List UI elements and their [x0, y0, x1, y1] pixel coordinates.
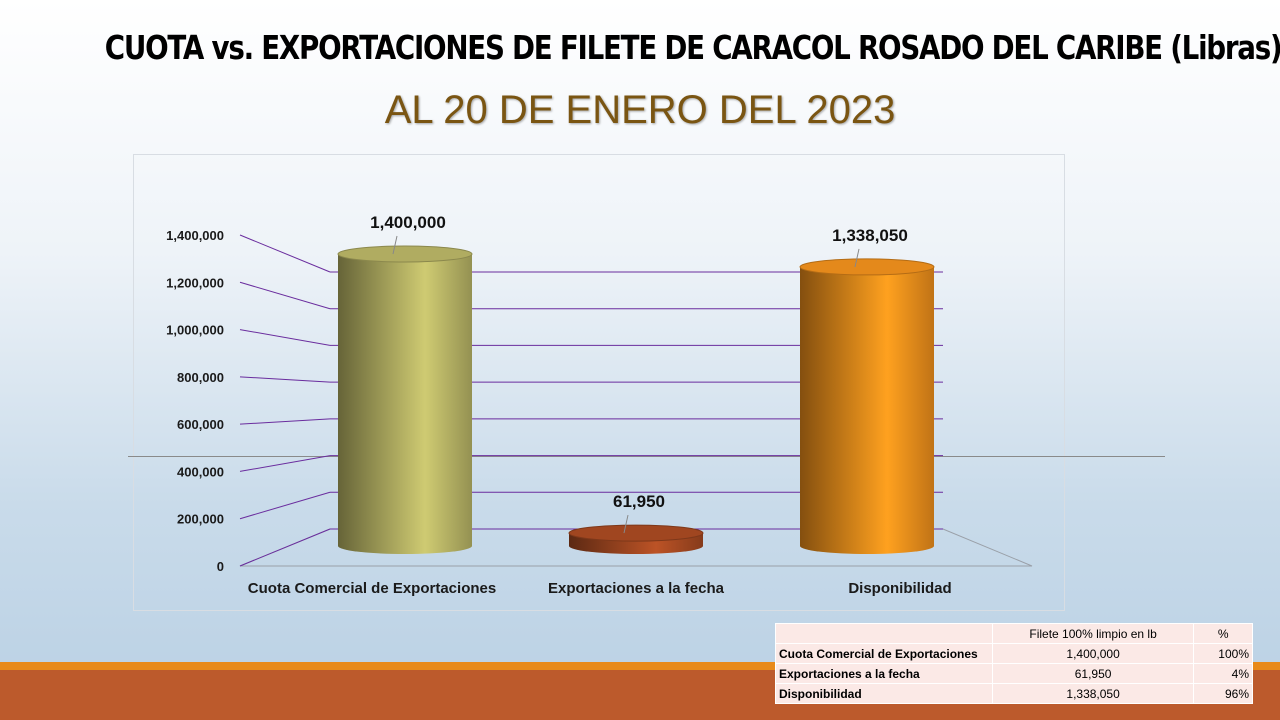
- y-tick-label: 1,000,000: [166, 323, 224, 338]
- x-tick-label: Disponibilidad: [848, 580, 951, 597]
- gridline-diagonal: [239, 234, 331, 273]
- table-row: Cuota Comercial de Exportaciones 1,400,0…: [775, 643, 1253, 664]
- data-label-leader: [623, 514, 629, 534]
- bar-top: [568, 524, 704, 542]
- gridline-diagonal: [239, 329, 331, 346]
- gridline-diagonal: [239, 455, 331, 472]
- bar: [338, 254, 472, 554]
- x-tick-label: Exportaciones a la fecha: [548, 580, 725, 597]
- table-header-cell: %: [1193, 623, 1253, 644]
- accent-band: [0, 662, 1280, 670]
- y-tick-label: 600,000: [177, 417, 224, 432]
- data-label: 1,400,000: [370, 213, 446, 232]
- bar-top: [337, 245, 473, 263]
- table-cell-label: Cuota Comercial de Exportaciones: [775, 643, 993, 664]
- table-header-cell: [775, 623, 993, 644]
- table-cell-value: 1,400,000: [991, 643, 1195, 664]
- data-label: 1,338,050: [832, 226, 908, 245]
- data-label: 61,950: [613, 492, 665, 511]
- summary-table: Filete 100% limpio en lb % Cuota Comerci…: [775, 623, 1253, 704]
- data-label-leader: [392, 235, 398, 255]
- table-cell-value: 61,950: [991, 663, 1195, 684]
- y-tick-label: 0: [217, 559, 224, 574]
- table-row: Disponibilidad 1,338,050 96%: [775, 683, 1253, 704]
- data-label-leader: [854, 248, 860, 268]
- y-tick-label: 1,200,000: [166, 275, 224, 290]
- gridline-diagonal: [239, 528, 331, 567]
- gridline-diagonal: [239, 281, 331, 310]
- y-tick-label: 1,400,000: [166, 228, 224, 243]
- table-header-cell: Filete 100% limpio en lb: [991, 623, 1195, 644]
- table-cell-percent: 96%: [1193, 683, 1253, 704]
- table-cell-label: Disponibilidad: [775, 683, 993, 704]
- y-tick-label: 400,000: [177, 464, 224, 479]
- table-cell-label: Exportaciones a la fecha: [775, 663, 993, 684]
- table-cell-percent: 100%: [1193, 643, 1253, 664]
- divider-line: [128, 456, 1165, 457]
- y-tick-label: 800,000: [177, 370, 224, 385]
- gridline-diagonal: [239, 418, 331, 425]
- gridline-diagonal: [239, 491, 331, 520]
- bar: [800, 266, 934, 554]
- table-cell-value: 1,338,050: [991, 683, 1195, 704]
- y-tick-label: 200,000: [177, 512, 224, 527]
- table-cell-percent: 4%: [1193, 663, 1253, 684]
- chart-area: [133, 154, 1065, 611]
- bar-top: [799, 258, 935, 276]
- table-header-row: Filete 100% limpio en lb %: [775, 623, 1253, 644]
- gridline-diagonal: [239, 376, 331, 383]
- page-subtitle: AL 20 DE ENERO DEL 2023: [384, 88, 896, 132]
- table-row: Exportaciones a la fecha 61,950 4%: [775, 663, 1253, 684]
- x-tick-label: Cuota Comercial de Exportaciones: [248, 580, 496, 597]
- page-title: CUOTA vs. EXPORTACIONES DE FILETE DE CAR…: [104, 28, 1280, 67]
